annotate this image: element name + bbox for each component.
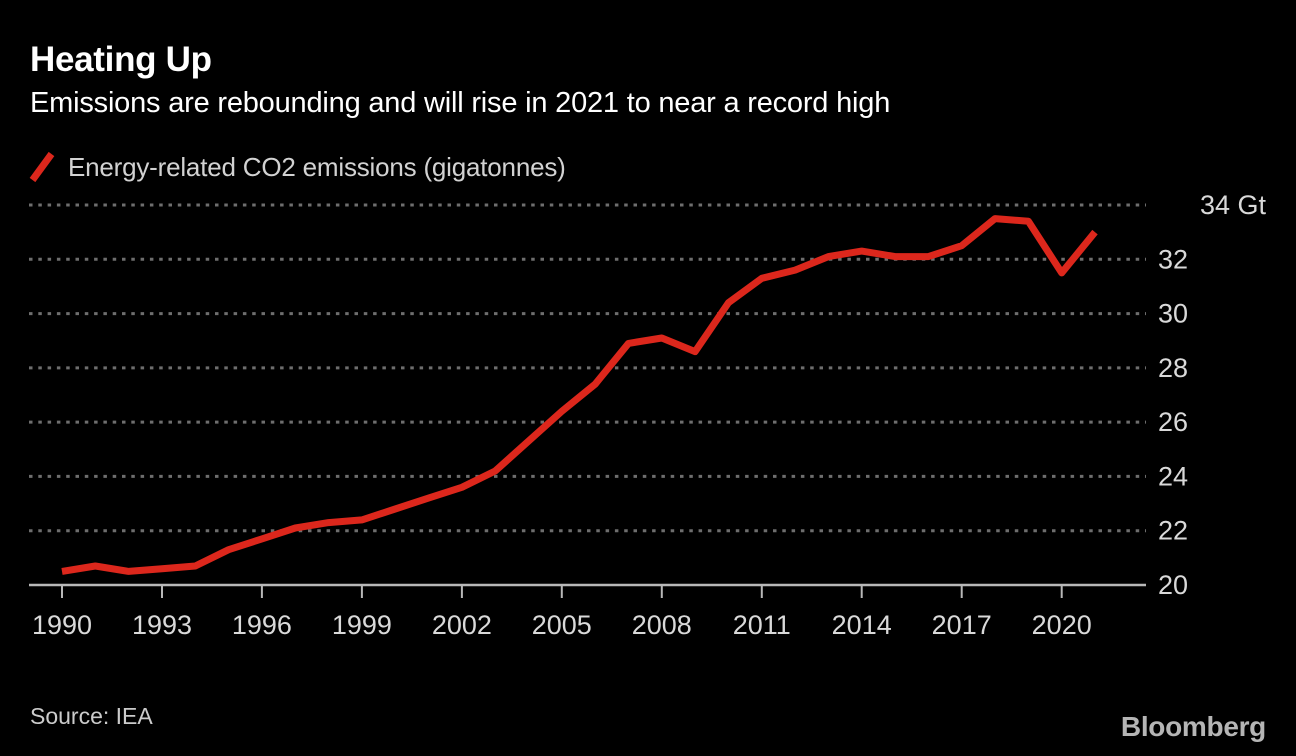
y-axis-label-24: 24 bbox=[1158, 461, 1188, 491]
y-axis-label-28: 28 bbox=[1158, 353, 1188, 383]
emissions-line bbox=[61, 215, 1098, 575]
y-axis-label-34: 34 Gt bbox=[1200, 190, 1267, 220]
y-axis-labels: 20 22 24 26 28 30 32 34 Gt bbox=[1158, 190, 1266, 600]
x-axis-label-2008: 2008 bbox=[632, 610, 692, 640]
y-axis-label-22: 22 bbox=[1158, 516, 1188, 546]
y-axis-label-20: 20 bbox=[1158, 570, 1188, 600]
red-slash-icon bbox=[29, 151, 55, 183]
y-axis-label-32: 32 bbox=[1158, 244, 1188, 274]
y-axis-label-26: 26 bbox=[1158, 407, 1188, 437]
series-lines bbox=[61, 215, 1098, 575]
x-axis-label-1993: 1993 bbox=[132, 610, 192, 640]
legend-label: Energy-related CO2 emissions (gigatonnes… bbox=[68, 151, 566, 182]
x-axis-label-2002: 2002 bbox=[432, 610, 492, 640]
x-axis-label-2005: 2005 bbox=[532, 610, 592, 640]
x-axis-label-1996: 1996 bbox=[232, 610, 292, 640]
y-axis-label-30: 30 bbox=[1158, 299, 1188, 329]
x-axis-label-2017: 2017 bbox=[932, 610, 992, 640]
x-axis-ticks bbox=[61, 585, 1063, 598]
source-label: Source: IEA bbox=[30, 703, 153, 729]
x-axis-label-2020: 2020 bbox=[1032, 610, 1092, 640]
page-subtitle: Emissions are rebounding and will rise i… bbox=[30, 87, 891, 119]
x-axis-label-2011: 2011 bbox=[733, 610, 791, 640]
x-axis-labels: 1990 1993 1996 1999 2002 2005 2008 2011 2014 2017… bbox=[32, 610, 1092, 640]
page-title: Heating Up bbox=[30, 40, 212, 79]
x-axis-label-1999: 1999 bbox=[332, 610, 392, 640]
y-gridlines bbox=[29, 203, 1146, 533]
bloomberg-logo: Bloomberg bbox=[1120, 711, 1266, 742]
x-axis-label-2014: 2014 bbox=[832, 610, 892, 640]
legend: Energy-related CO2 emissions (gigatonnes… bbox=[29, 149, 566, 185]
x-axis-label-1990: 1990 bbox=[32, 610, 92, 640]
